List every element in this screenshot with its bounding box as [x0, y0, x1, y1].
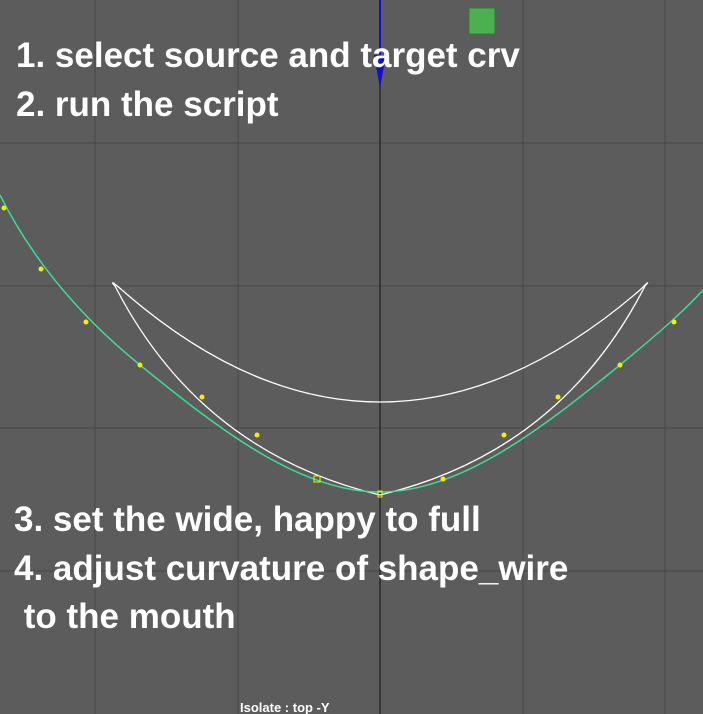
instruction: to the mouth	[14, 597, 236, 636]
cv-point-center	[377, 490, 383, 498]
manipulator-handle	[468, 7, 496, 35]
status-text: Isolate : top -Y	[240, 700, 330, 714]
cv-start	[313, 475, 321, 483]
curve-points	[1, 205, 677, 482]
shape-wire	[112, 282, 649, 496]
cv-point	[501, 432, 507, 438]
cv-point	[83, 319, 89, 325]
cv-point	[1, 205, 7, 211]
cv-point	[617, 362, 623, 368]
cv-point	[199, 394, 205, 400]
manipulator-arrow	[374, 55, 386, 88]
cv-point	[555, 394, 561, 400]
instruction: 2. run the script	[16, 85, 279, 124]
cv-point	[137, 362, 143, 368]
target-curve	[0, 194, 703, 493]
cv-point	[671, 319, 677, 325]
cv-point	[440, 476, 446, 482]
cv-point	[254, 432, 260, 438]
instruction: 3. set the wide, happy to full	[14, 500, 481, 539]
cv-point	[38, 266, 44, 272]
instruction: 4. adjust curvature of shape_wire	[14, 549, 568, 588]
instruction: 1. select source and target crv	[16, 36, 520, 75]
